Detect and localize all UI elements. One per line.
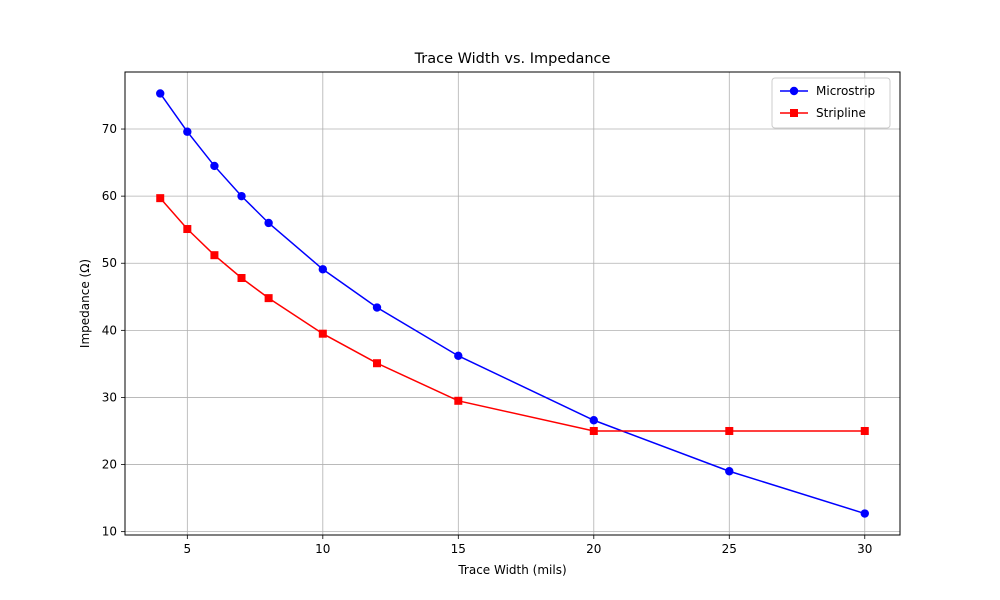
x-axis-title: Trace Width (mils) xyxy=(457,563,566,577)
data-point xyxy=(860,426,869,435)
legend-marker xyxy=(790,109,798,117)
data-point xyxy=(725,426,734,435)
y-tick-label: 70 xyxy=(102,122,117,136)
legend-label: Stripline xyxy=(816,106,866,120)
data-point xyxy=(318,329,327,338)
x-tick-label: 10 xyxy=(315,542,330,556)
x-tick-label: 20 xyxy=(586,542,601,556)
chart-title: Trace Width vs. Impedance xyxy=(414,51,611,67)
legend-item: Microstrip xyxy=(780,84,875,98)
x-tick-label: 5 xyxy=(184,542,192,556)
y-tick-label: 50 xyxy=(102,256,117,270)
data-point xyxy=(210,251,219,260)
data-point xyxy=(318,265,328,274)
data-point xyxy=(454,351,463,361)
y-tick-label: 60 xyxy=(102,189,117,203)
series-layer xyxy=(156,89,869,518)
data-point xyxy=(237,274,246,283)
legend-label: Microstrip xyxy=(816,84,875,98)
data-point xyxy=(372,303,382,312)
data-point xyxy=(373,359,382,368)
data-point xyxy=(860,509,869,518)
data-point xyxy=(183,225,192,234)
data-point xyxy=(156,89,165,98)
y-tick-label: 20 xyxy=(102,458,117,472)
y-tick-label: 10 xyxy=(102,525,117,539)
legend-item: Stripline xyxy=(780,106,866,120)
data-point xyxy=(264,218,273,228)
y-tick-label: 40 xyxy=(102,323,117,337)
series-microstrip xyxy=(156,89,869,518)
data-point xyxy=(589,416,598,425)
y-tick-label: 30 xyxy=(102,390,117,404)
x-tick-label: 25 xyxy=(722,542,737,556)
data-point xyxy=(183,127,192,136)
x-tick-label: 15 xyxy=(451,542,466,556)
series-stripline xyxy=(156,194,869,435)
grid xyxy=(125,72,900,535)
data-point xyxy=(237,191,246,201)
ticks: 5 10 15 20 25 30 10 20 30 40 50 60 70 xyxy=(102,122,873,556)
x-tick-label: 30 xyxy=(857,542,872,556)
plot-frame xyxy=(124,71,901,536)
legend: Microstrip Stripline xyxy=(771,77,891,129)
data-point xyxy=(454,396,463,405)
data-point xyxy=(725,467,734,476)
data-point xyxy=(589,426,598,435)
legend-marker xyxy=(789,86,799,96)
y-axis-title: Impedance (Ω) xyxy=(78,259,92,348)
data-point xyxy=(156,194,165,203)
data-point xyxy=(264,294,273,303)
data-point xyxy=(210,161,219,171)
